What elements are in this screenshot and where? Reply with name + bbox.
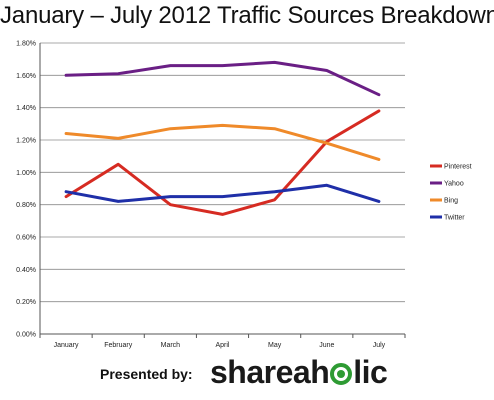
presented-by-label: Presented by: — [100, 366, 193, 382]
x-tick-label: January — [54, 342, 79, 349]
shareaholic-logo: shareah lic — [210, 354, 388, 391]
series-line-twitter — [64, 183, 381, 203]
chart-title: January – July 2012 Traffic Sources Brea… — [0, 2, 494, 29]
x-tick-label: March — [161, 342, 181, 349]
y-tick-label: 0.20% — [16, 299, 36, 306]
shareaholic-eye-icon — [330, 363, 353, 385]
legend-label: Pinterest — [444, 164, 472, 171]
series-line-bing — [64, 123, 381, 161]
brand-text-right: lic — [353, 354, 388, 390]
x-tick-label: June — [319, 342, 334, 349]
series-line-pinterest — [64, 109, 381, 216]
y-tick-labels: 0.00% 0.20% 0.40% 0.60% 0.80% 1.00% 1.20% 1.40%… — [16, 41, 36, 339]
y-tick-label: 0.40% — [16, 267, 36, 274]
series-lines — [64, 60, 381, 216]
y-tick-label: 0.00% — [16, 332, 36, 339]
brand-text-left: shareah — [210, 354, 330, 390]
x-tick-label: April — [215, 342, 229, 349]
y-tick-label: 0.80% — [16, 202, 36, 209]
legend: Pinterest Yahoo Bing Twitter — [430, 164, 472, 222]
y-tick-label: 1.20% — [16, 138, 36, 145]
footer: Presented by: shareah lic — [0, 354, 494, 396]
y-tick-label: 1.60% — [16, 73, 36, 80]
line-chart: 0.00% 0.20% 0.40% 0.60% 0.80% 1.00% 1.20% 1.40%… — [16, 41, 472, 350]
x-tick-label: May — [268, 342, 282, 349]
legend-label: Yahoo — [444, 181, 464, 188]
y-tick-label: 1.00% — [16, 170, 36, 177]
x-tick-label: February — [104, 342, 133, 349]
y-tick-label: 1.80% — [16, 41, 36, 48]
y-tick-label: 1.40% — [16, 105, 36, 112]
x-tick-label: July — [373, 342, 386, 349]
y-tick-label: 0.60% — [16, 235, 36, 242]
legend-label: Twitter — [444, 215, 465, 222]
legend-label: Bing — [444, 198, 458, 205]
series-line-yahoo — [64, 60, 381, 97]
x-tick-labels: January February March April May June July — [54, 342, 386, 349]
axes — [39, 43, 406, 338]
